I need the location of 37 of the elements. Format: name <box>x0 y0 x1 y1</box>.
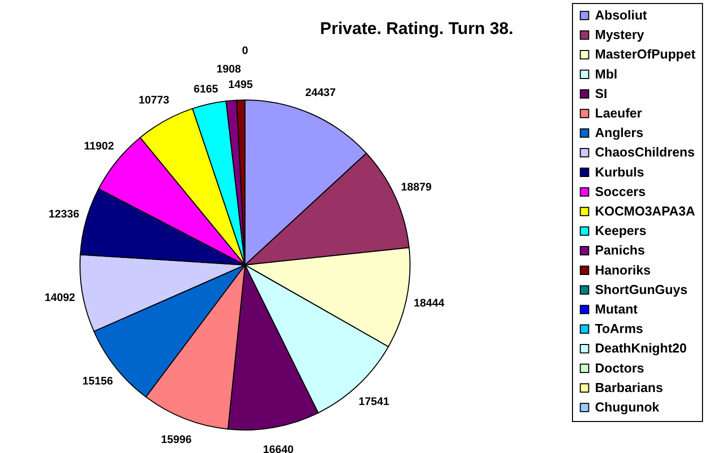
data-label: 15156 <box>82 376 113 388</box>
legend-label: Panichs <box>595 242 645 258</box>
legend-label: Anglers <box>595 125 644 140</box>
data-label: 6165 <box>194 83 218 96</box>
legend-label: DeathKnight20 <box>595 340 687 356</box>
legend-label: KOCMO3APA3A <box>595 204 696 218</box>
legend-label: Absoliut <box>595 8 648 22</box>
data-label: 10773 <box>138 94 170 107</box>
text: 0 <box>242 45 248 57</box>
data-label: 18879 <box>400 181 432 194</box>
legend-label: Keepers <box>595 223 646 238</box>
data-label: 24437 <box>305 86 336 99</box>
legend-label: Laeufer <box>595 106 642 120</box>
data-label: 17541 <box>358 396 390 408</box>
legend-label: Chugunok <box>595 400 660 414</box>
legend-label: Barbarians <box>595 380 663 395</box>
legend-label: Mystery <box>595 27 645 42</box>
legend-label: Hanoriks <box>595 262 651 278</box>
legend-label: ChaosChildrens <box>595 144 695 160</box>
data-label: 1495 <box>228 79 253 92</box>
legend-label: ToArms <box>595 321 644 336</box>
legend-label: Doctors <box>595 360 644 376</box>
data-label: 12336 <box>48 208 80 221</box>
legend-label: Mbl <box>595 66 618 82</box>
legend-label: ShortGunGuys <box>595 282 688 297</box>
text: Private. Rating. Turn 38. <box>320 19 514 38</box>
data-label: 16640 <box>262 444 294 453</box>
legend-label: Mutant <box>595 302 638 316</box>
legend-label: SI <box>595 86 608 101</box>
legend-label: Soccers <box>595 184 646 199</box>
data-label: 1908 <box>216 64 242 76</box>
data-label: 15996 <box>161 434 192 446</box>
data-label: 14092 <box>44 292 76 304</box>
legend-label: Kurbuls <box>595 164 644 180</box>
data-label: 11902 <box>84 140 114 153</box>
legend-label: MasterOfPuppet <box>595 46 696 62</box>
data-label: 18444 <box>414 297 446 310</box>
